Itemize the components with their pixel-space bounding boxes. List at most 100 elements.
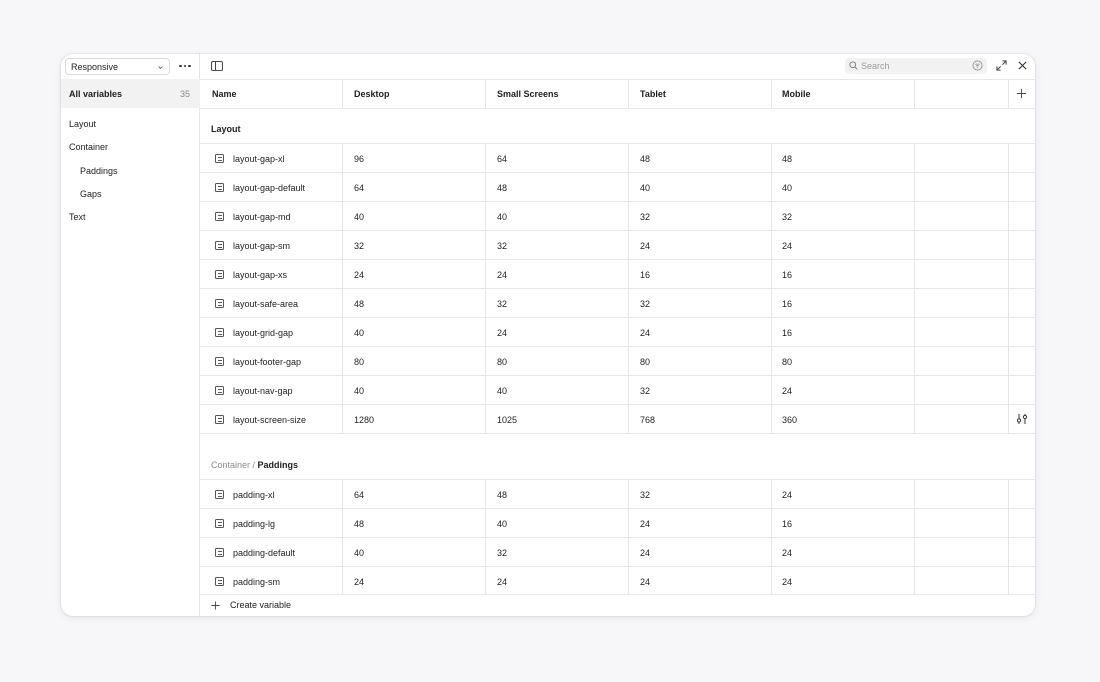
column-header-tablet[interactable]: Tablet — [640, 89, 666, 99]
table-row[interactable]: layout-gap-md 40 40 32 32 — [200, 202, 1035, 231]
search-input[interactable]: Search — [845, 58, 987, 74]
variable-value[interactable]: 32 — [497, 548, 508, 558]
create-variable-bar[interactable]: Create variable — [200, 594, 1035, 616]
create-variable-button[interactable]: Create variable — [230, 600, 292, 610]
variable-name[interactable]: padding-default — [233, 548, 296, 558]
variable-value[interactable]: 32 — [640, 299, 651, 309]
more-options-button[interactable] — [177, 59, 193, 73]
variable-value[interactable]: 40 — [497, 212, 508, 222]
variable-value[interactable]: 40 — [782, 183, 793, 193]
add-mode-icon[interactable] — [1016, 88, 1027, 99]
variable-value[interactable]: 32 — [782, 212, 793, 222]
variable-value[interactable]: 24 — [782, 490, 793, 500]
variable-value[interactable]: 32 — [640, 386, 651, 396]
variable-value[interactable]: 24 — [640, 548, 651, 558]
sidebar-item-paddings[interactable]: Paddings — [80, 166, 118, 176]
variable-value[interactable]: 16 — [782, 519, 793, 529]
variable-name[interactable]: padding-lg — [233, 519, 276, 529]
collection-mode-dropdown[interactable]: Responsive — [65, 58, 170, 75]
variable-name[interactable]: layout-footer-gap — [233, 357, 302, 367]
variable-name[interactable]: layout-gap-sm — [233, 241, 291, 251]
variable-value[interactable]: 32 — [640, 212, 651, 222]
variable-value[interactable]: 24 — [640, 519, 651, 529]
close-icon[interactable] — [1017, 60, 1028, 71]
variable-value[interactable]: 32 — [497, 241, 508, 251]
variable-value[interactable]: 24 — [782, 386, 793, 396]
variable-name[interactable]: layout-safe-area — [233, 299, 299, 309]
sidebar-item-gaps[interactable]: Gaps — [80, 189, 102, 199]
variable-name[interactable]: layout-gap-xl — [233, 154, 285, 164]
variable-value[interactable]: 32 — [497, 299, 508, 309]
variable-value[interactable]: 16 — [782, 270, 793, 280]
table-row[interactable]: layout-screen-size 1280 1025 768 360 — [200, 405, 1035, 434]
table-row[interactable]: layout-grid-gap 40 24 24 16 — [200, 318, 1035, 347]
variable-value[interactable]: 80 — [354, 357, 365, 367]
variable-value[interactable]: 48 — [782, 154, 793, 164]
variable-value[interactable]: 768 — [640, 415, 656, 425]
table-row[interactable]: padding-lg 48 40 24 16 — [200, 509, 1035, 538]
variable-value[interactable]: 24 — [782, 548, 793, 558]
sidebar-item-text[interactable]: Text — [69, 212, 86, 222]
variable-value[interactable]: 64 — [497, 154, 508, 164]
variable-value[interactable]: 96 — [354, 154, 365, 164]
variable-value[interactable]: 80 — [640, 357, 651, 367]
variable-value[interactable]: 32 — [354, 241, 365, 251]
variable-value[interactable]: 24 — [640, 241, 651, 251]
table-row[interactable]: padding-xl 64 48 32 24 — [200, 480, 1035, 509]
variable-value[interactable]: 80 — [497, 357, 508, 367]
column-header-small-screens[interactable]: Small Screens — [497, 89, 559, 99]
variable-value[interactable]: 64 — [354, 490, 365, 500]
variable-name[interactable]: layout-grid-gap — [233, 328, 294, 338]
table-row[interactable]: padding-default 40 32 24 24 — [200, 538, 1035, 567]
variable-value[interactable]: 48 — [497, 490, 508, 500]
variable-value[interactable]: 64 — [354, 183, 365, 193]
variable-value[interactable]: 24 — [782, 241, 793, 251]
table-row[interactable]: layout-safe-area 48 32 32 16 — [200, 289, 1035, 318]
variable-value[interactable]: 1025 — [497, 415, 518, 425]
table-row[interactable]: padding-sm 24 24 24 24 — [200, 567, 1035, 594]
variable-value[interactable]: 24 — [497, 270, 508, 280]
variable-value[interactable]: 24 — [640, 328, 651, 338]
column-header-desktop[interactable]: Desktop — [354, 89, 390, 99]
variable-value[interactable]: 40 — [354, 548, 365, 558]
variable-value[interactable]: 24 — [354, 270, 365, 280]
variable-value[interactable]: 24 — [640, 577, 651, 587]
edit-variable-icon[interactable] — [1016, 413, 1028, 425]
variable-value[interactable]: 80 — [782, 357, 793, 367]
variable-value[interactable]: 16 — [640, 270, 651, 280]
table-row[interactable]: layout-gap-sm 32 32 24 24 — [200, 231, 1035, 260]
filter-icon[interactable] — [972, 60, 983, 71]
table-row[interactable]: layout-gap-xl 96 64 48 48 — [200, 144, 1035, 173]
variable-value[interactable]: 48 — [354, 299, 365, 309]
variable-name[interactable]: padding-xl — [233, 490, 275, 500]
variable-name[interactable]: layout-screen-size — [233, 415, 307, 425]
variable-name[interactable]: layout-gap-default — [233, 183, 306, 193]
sidebar-item-all-variables[interactable]: All variables 35 — [61, 79, 200, 108]
variable-value[interactable]: 16 — [782, 328, 793, 338]
variable-value[interactable]: 40 — [354, 386, 365, 396]
table-row[interactable]: layout-gap-xs 24 24 16 16 — [200, 260, 1035, 289]
variable-name[interactable]: layout-gap-md — [233, 212, 291, 222]
variable-name[interactable]: layout-gap-xs — [233, 270, 288, 280]
variable-value[interactable]: 24 — [497, 328, 508, 338]
toggle-sidebar-icon[interactable] — [211, 61, 223, 71]
variable-value[interactable]: 40 — [640, 183, 651, 193]
variable-value[interactable]: 16 — [782, 299, 793, 309]
column-header-mobile[interactable]: Mobile — [782, 89, 811, 99]
variable-value[interactable]: 24 — [497, 577, 508, 587]
sidebar-item-layout[interactable]: Layout — [69, 119, 97, 129]
variable-value[interactable]: 24 — [782, 577, 793, 587]
variable-value[interactable]: 40 — [354, 328, 365, 338]
variable-value[interactable]: 48 — [640, 154, 651, 164]
variable-value[interactable]: 40 — [354, 212, 365, 222]
table-row[interactable]: layout-footer-gap 80 80 80 80 — [200, 347, 1035, 376]
variable-name[interactable]: padding-sm — [233, 577, 281, 587]
variable-value[interactable]: 48 — [354, 519, 365, 529]
variable-value[interactable]: 24 — [354, 577, 365, 587]
expand-icon[interactable] — [996, 60, 1007, 71]
variable-name[interactable]: layout-nav-gap — [233, 386, 293, 396]
variable-value[interactable]: 360 — [782, 415, 798, 425]
table-row[interactable]: layout-nav-gap 40 40 32 24 — [200, 376, 1035, 405]
variable-value[interactable]: 40 — [497, 386, 508, 396]
variable-value[interactable]: 32 — [640, 490, 651, 500]
